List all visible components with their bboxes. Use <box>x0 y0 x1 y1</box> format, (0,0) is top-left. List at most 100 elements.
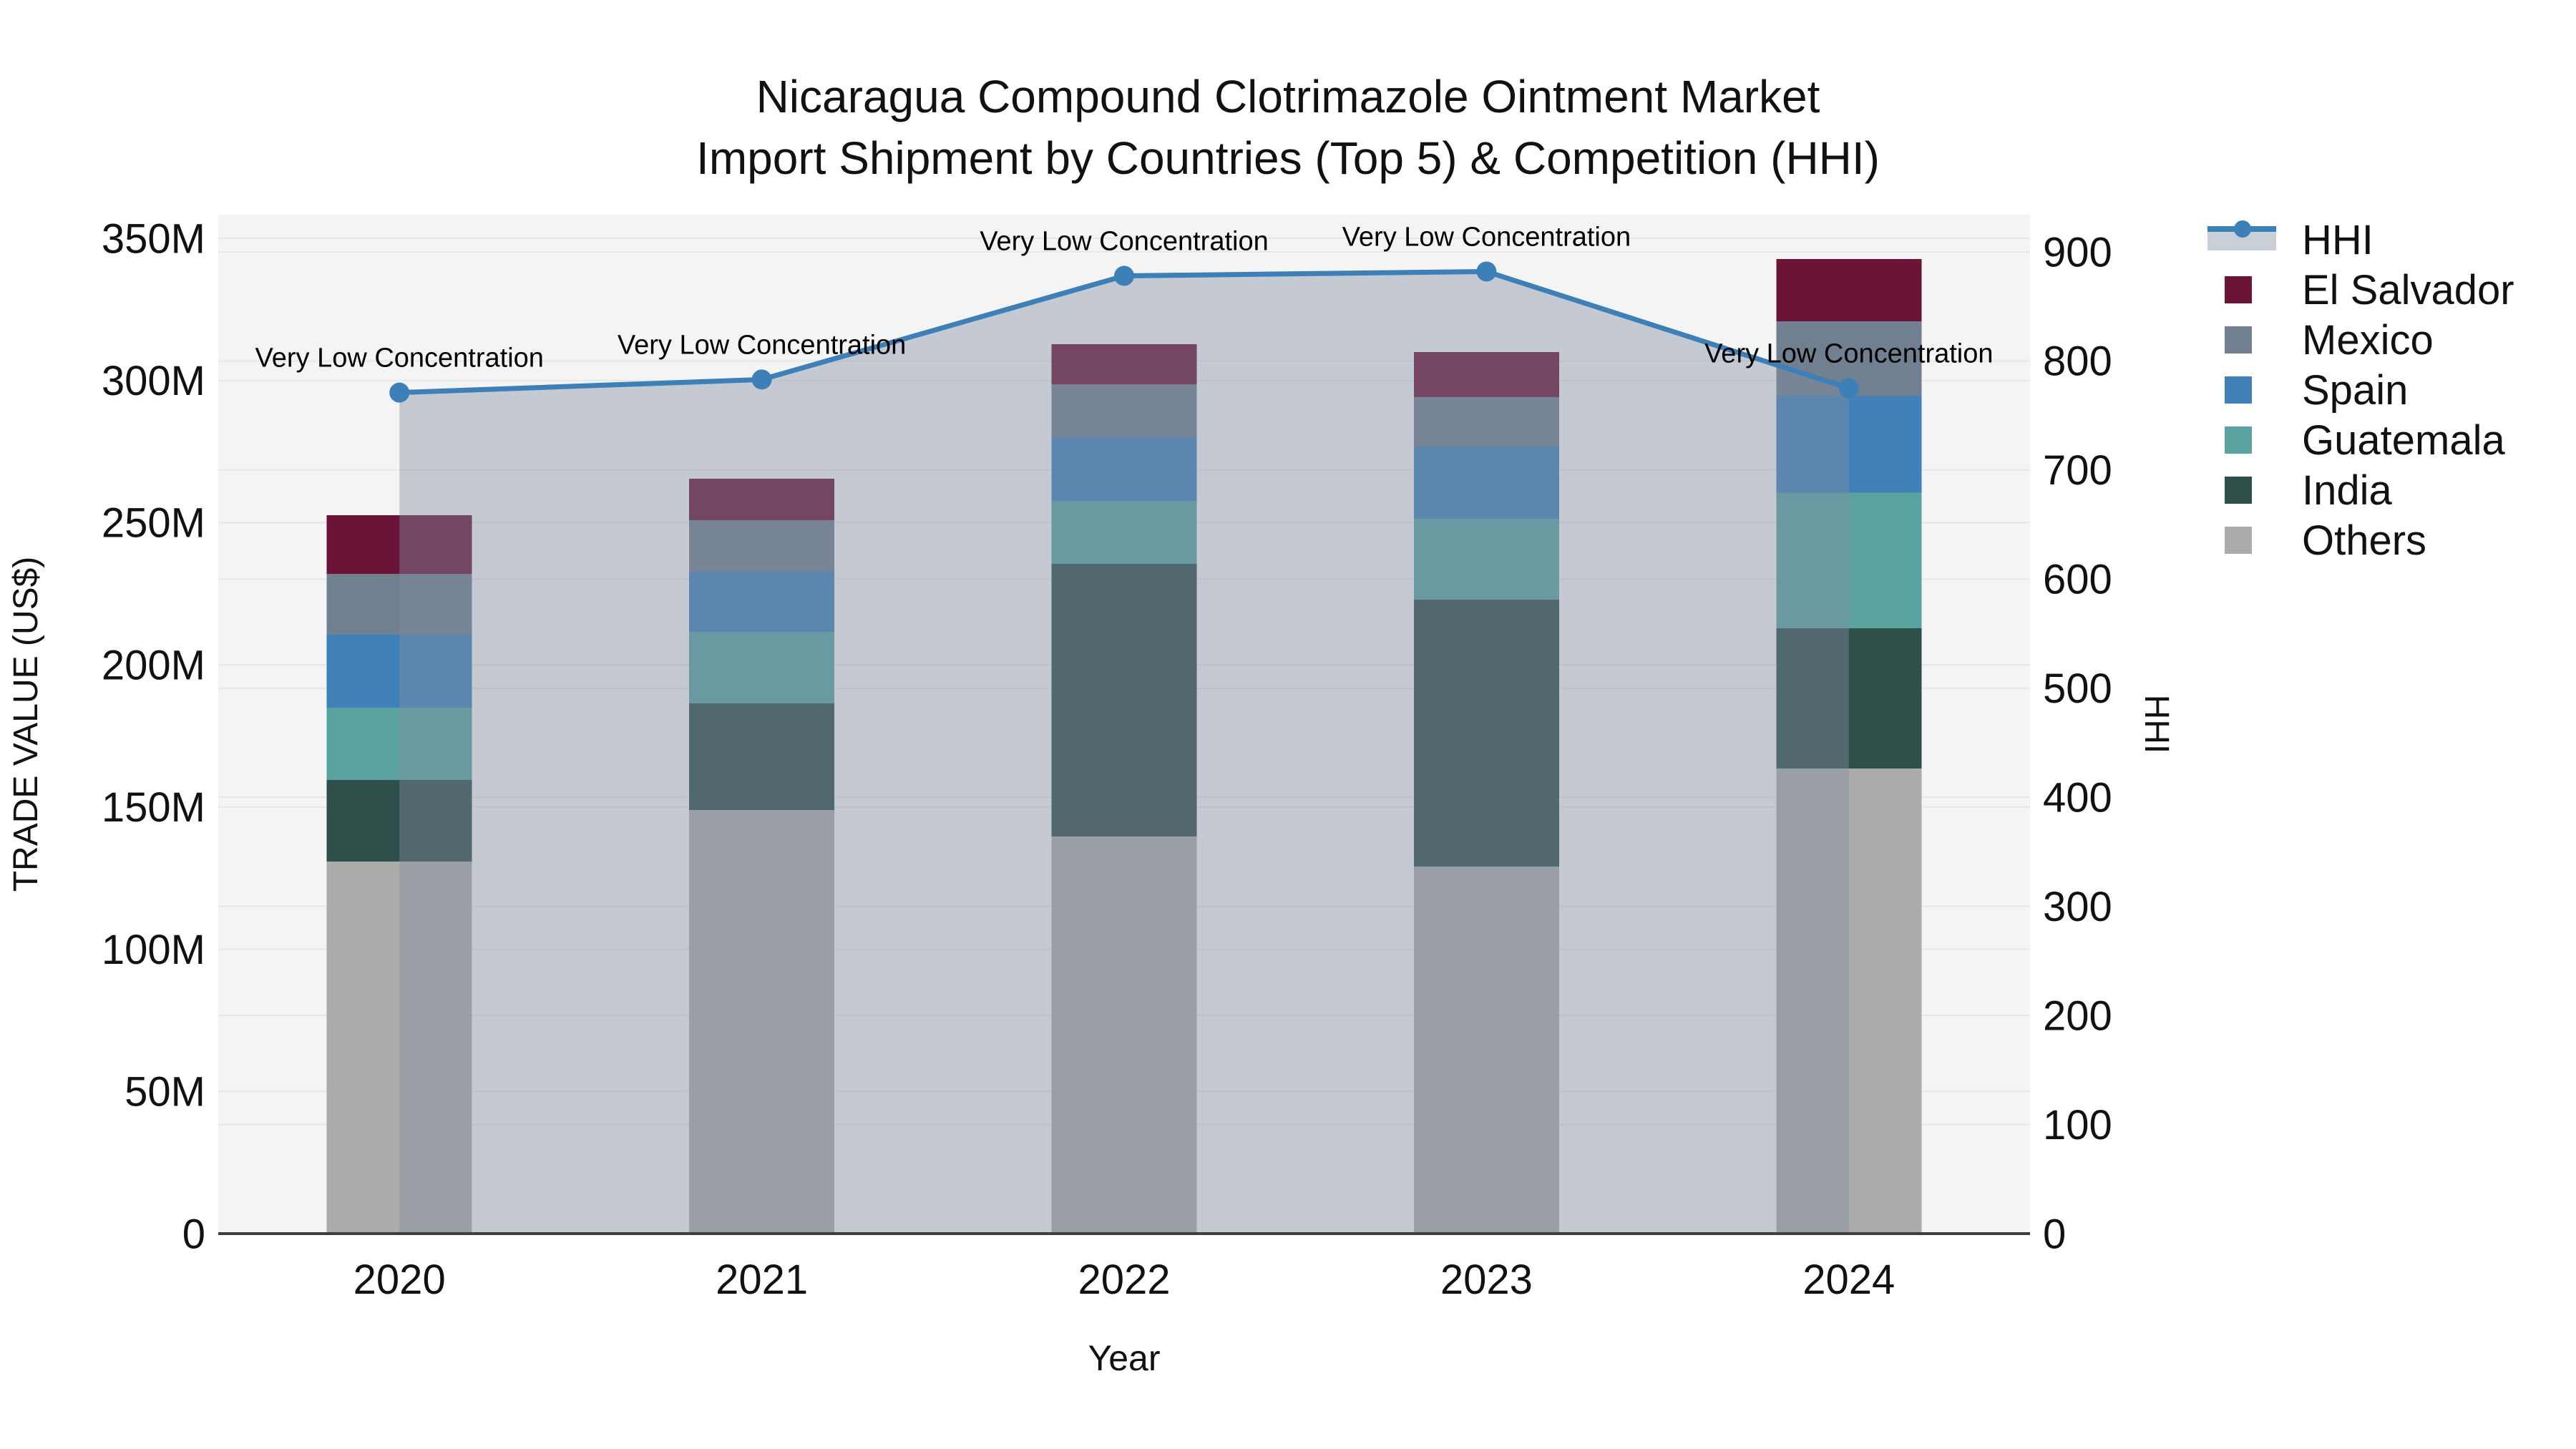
hhi-marker-2020 <box>389 382 410 403</box>
legend-color-swatch-icon <box>2225 326 2252 353</box>
bar-segment-el-salvador <box>326 515 472 574</box>
legend-color-swatch-icon <box>2225 276 2252 303</box>
y-right-tick-label: 400 <box>2043 775 2112 821</box>
legend-swatch-cell <box>2207 276 2292 303</box>
bar-segment-guatemala <box>1776 492 1922 628</box>
bar-segment-mexico <box>689 519 835 572</box>
hhi-marker-2024 <box>1838 378 1859 399</box>
legend-item-el-salvador: El Salvador <box>2207 265 2514 315</box>
hhi-marker-2021 <box>751 369 772 390</box>
y-right-tick-label: 900 <box>2043 229 2112 275</box>
bar-segment-others <box>1413 866 1559 1234</box>
x-tick-label-2021: 2021 <box>716 1257 808 1303</box>
legend-label: Spain <box>2302 366 2409 414</box>
annotation-2021: Very Low Concentration <box>618 330 906 360</box>
y-right-tick-label: 200 <box>2043 992 2112 1039</box>
y-left-tick-label: 350M <box>102 215 205 262</box>
annotation-2022: Very Low Concentration <box>980 227 1268 257</box>
bar-segment-india <box>326 780 472 862</box>
legend-swatch-cell <box>2207 527 2292 554</box>
y-left-tick-label: 50M <box>125 1069 205 1116</box>
annotation-2023: Very Low Concentration <box>1342 222 1631 252</box>
legend: HHI El Salvador Mexico Spain Guatemala India O… <box>2207 215 2514 565</box>
chart-title-line1: Nicaragua Compound Clotrimazole Ointment… <box>756 71 1820 122</box>
hhi-area-fill <box>399 271 1849 1234</box>
x-tick-label-2024: 2024 <box>1802 1257 1895 1303</box>
y-right-tick-label: 300 <box>2043 884 2112 930</box>
legend-color-swatch-icon <box>2225 376 2252 404</box>
y-left-tick-label: 200M <box>102 642 205 688</box>
bar-segment-el-salvador <box>1776 259 1922 322</box>
bar-segment-spain <box>689 572 835 633</box>
bar-segment-guatemala <box>689 632 835 703</box>
legend-swatch-cell <box>2207 326 2292 353</box>
x-tick-label-2020: 2020 <box>353 1257 446 1303</box>
bar-segment-others <box>1776 768 1922 1234</box>
legend-swatch-cell <box>2207 376 2292 404</box>
hhi-marker-2022 <box>1114 265 1134 286</box>
chart-title: Nicaragua Compound Clotrimazole Ointment… <box>0 66 2576 189</box>
y-left-tick-label: 100M <box>102 927 205 973</box>
legend-label: HHI <box>2302 216 2373 263</box>
bar-segment-guatemala <box>1413 518 1559 600</box>
bar-segment-others <box>689 809 835 1234</box>
hhi-dot-icon <box>2234 220 2251 238</box>
y-right-tick-label: 800 <box>2043 338 2112 385</box>
y-left-tick-label: 250M <box>102 500 205 547</box>
bar-segment-india <box>1776 628 1922 769</box>
bar-segment-el-salvador <box>689 478 835 520</box>
bar-segment-others <box>326 861 472 1234</box>
legend-label: India <box>2302 467 2392 514</box>
bar-segment-others <box>1051 836 1197 1234</box>
y-right-axis-title: HHI <box>2137 695 2175 754</box>
bar-segment-mexico <box>326 573 472 635</box>
bar-segment-el-salvador <box>1051 343 1197 384</box>
hhi-line-swatch-icon <box>2207 220 2276 250</box>
legend-label: El Salvador <box>2302 266 2514 313</box>
legend-color-swatch-icon <box>2225 426 2252 454</box>
legend-label: Others <box>2302 517 2427 564</box>
bar-segment-spain <box>1413 446 1559 519</box>
bar-segment-india <box>689 703 835 810</box>
bar-segment-guatemala <box>326 707 472 781</box>
legend-swatch-cell <box>2207 220 2292 250</box>
y-left-tick-label: 150M <box>102 784 205 831</box>
bar-segment-mexico <box>1051 384 1197 437</box>
legend-item-mexico: Mexico <box>2207 315 2514 365</box>
bar-segment-spain <box>326 635 472 708</box>
x-tick-label-2023: 2023 <box>1440 1257 1533 1303</box>
y-right-tick-label: 100 <box>2043 1102 2112 1148</box>
x-axis-title: Year <box>1088 1338 1160 1378</box>
chart-title-line2: Import Shipment by Countries (Top 5) & C… <box>696 132 1880 184</box>
legend-item-india: India <box>2207 465 2514 515</box>
legend-swatch-cell <box>2207 426 2292 454</box>
legend-color-swatch-icon <box>2225 477 2252 504</box>
legend-color-swatch-icon <box>2225 527 2252 554</box>
bar-segment-spain <box>1051 436 1197 501</box>
y-right-tick-label: 700 <box>2043 447 2112 494</box>
bar-segment-india <box>1051 564 1197 836</box>
bar-segment-spain <box>1776 395 1922 493</box>
x-tick-label-2022: 2022 <box>1078 1257 1170 1303</box>
annotation-2020: Very Low Concentration <box>255 343 543 374</box>
bar-segment-el-salvador <box>1413 351 1559 397</box>
legend-item-guatemala: Guatemala <box>2207 415 2514 465</box>
hhi-marker-2023 <box>1476 261 1497 282</box>
y-left-axis-title: TRADE VALUE (US$) <box>7 557 45 892</box>
bar-segment-guatemala <box>1051 500 1197 565</box>
bar-segment-india <box>1413 600 1559 867</box>
legend-label: Guatemala <box>2302 416 2505 464</box>
bar-segment-mexico <box>1413 396 1559 447</box>
y-right-tick-label: 600 <box>2043 557 2112 603</box>
annotation-2024: Very Low Concentration <box>1704 339 1993 369</box>
legend-label: Mexico <box>2302 316 2434 364</box>
legend-swatch-cell <box>2207 477 2292 504</box>
y-right-tick-label: 500 <box>2043 665 2112 712</box>
y-right-tick-label: 0 <box>2043 1211 2066 1257</box>
y-left-tick-label: 300M <box>102 358 205 404</box>
y-left-tick-label: 0 <box>182 1211 205 1257</box>
legend-item-spain: Spain <box>2207 365 2514 415</box>
legend-item-hhi: HHI <box>2207 215 2514 265</box>
